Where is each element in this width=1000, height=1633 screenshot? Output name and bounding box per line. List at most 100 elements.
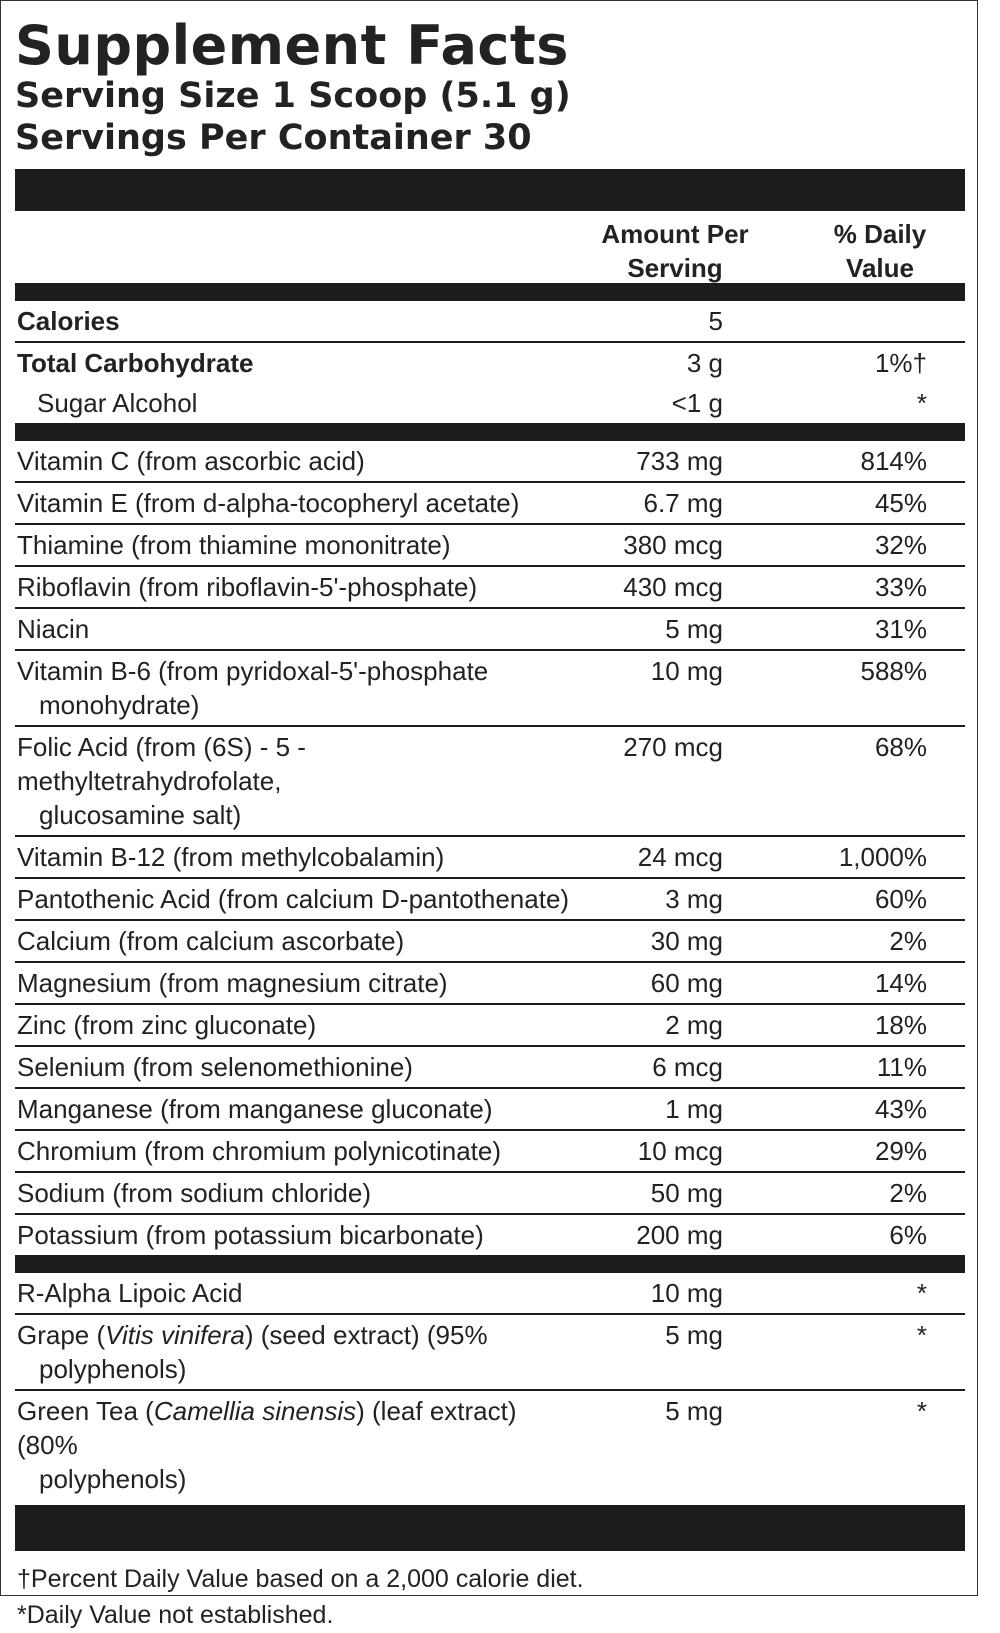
nutrient-daily-value: 43% xyxy=(874,1094,927,1124)
nutrient-amount: 270 mcg xyxy=(623,732,723,762)
nutrient-daily-value: 588% xyxy=(860,656,928,686)
nutrient-amount: 10 mcg xyxy=(637,1136,723,1166)
footnotes: †Percent Daily Value based on a 2,000 ca… xyxy=(15,1561,965,1633)
nutrient-amount: 430 mcg xyxy=(623,572,723,602)
nutrient-name: Thiamine (from thiamine mononitrate) xyxy=(17,530,451,560)
divider-bar xyxy=(15,169,965,211)
nutrient-name: Pantothenic Acid (from calcium D-pantoth… xyxy=(17,884,570,914)
nutrient-row: Riboflavin (from riboflavin-5'-phosphate… xyxy=(15,567,965,609)
nutrient-daily-value: 2% xyxy=(889,926,927,956)
nutrient-name: Calories xyxy=(17,306,120,336)
nutrient-amount: 2 mg xyxy=(665,1010,723,1040)
nutrient-daily-value: 68% xyxy=(874,732,927,762)
ingredient-name: Green Tea (Camellia sinensis) (leaf extr… xyxy=(17,1396,517,1494)
nutrient-daily-value: 45% xyxy=(874,488,927,518)
nutrient-amount: 30 mg xyxy=(650,926,723,956)
divider-bar xyxy=(15,1255,965,1273)
nutrient-row: Sodium (from sodium chloride) 50 mg 2% xyxy=(15,1173,965,1215)
nutrient-row: Calories 5 xyxy=(15,301,965,343)
nutrient-name: Total Carbohydrate xyxy=(17,348,254,378)
nutrient-row: Sugar Alcohol <1 g * xyxy=(15,383,965,423)
nutrient-amount: 3 mg xyxy=(665,884,723,914)
column-header-row: Amount Per Serving % Daily Value xyxy=(15,211,965,283)
nutrient-row: Folic Acid (from (6S) - 5 - methyltetrah… xyxy=(15,727,965,837)
nutrient-amount: 3 g xyxy=(686,348,723,378)
nutrient-daily-value: 31% xyxy=(874,614,927,644)
ingredient-daily-value: * xyxy=(916,1278,927,1308)
nutrient-row: Manganese (from manganese gluconate) 1 m… xyxy=(15,1089,965,1131)
nutrient-name: Sodium (from sodium chloride) xyxy=(17,1178,372,1208)
nutrient-row: Vitamin E (from d-alpha-tocopheryl aceta… xyxy=(15,483,965,525)
nutrient-row: Vitamin B-6 (from pyridoxal-5'-phosphate… xyxy=(15,651,965,727)
nutrient-daily-value: 11% xyxy=(876,1052,927,1082)
nutrient-daily-value: 814% xyxy=(860,446,928,476)
serving-size: Serving Size 1 Scoop (5.1 g) xyxy=(15,76,571,116)
nutrient-daily-value: 33% xyxy=(874,572,927,602)
nutrient-name: Vitamin B-6 (from pyridoxal-5'-phosphate… xyxy=(17,656,489,720)
ingredient-row: Grape (Vitis vinifera) (seed extract) (9… xyxy=(15,1315,965,1391)
ingredient-daily-value: * xyxy=(916,1396,927,1426)
nutrient-name: Zinc (from zinc gluconate) xyxy=(17,1010,317,1040)
ingredient-daily-value: * xyxy=(916,1320,927,1350)
divider-bar xyxy=(15,283,965,301)
nutrient-amount: 733 mg xyxy=(636,446,723,476)
nutrient-name: Selenium (from selenomethionine) xyxy=(17,1052,413,1082)
nutrient-amount: 24 mcg xyxy=(637,842,723,872)
nutrient-name: Potassium (from potassium bicarbonate) xyxy=(17,1220,484,1250)
nutrient-daily-value: 14% xyxy=(874,968,927,998)
nutrient-name: Niacin xyxy=(17,614,90,644)
nutrient-row: Zinc (from zinc gluconate) 2 mg 18% xyxy=(15,1005,965,1047)
nutrient-amount: 60 mg xyxy=(650,968,723,998)
nutrient-amount: 6 mcg xyxy=(652,1052,723,1082)
amount-per-serving-header: Amount Per Serving xyxy=(601,219,749,283)
ingredient-amount: 5 mg xyxy=(665,1396,723,1426)
nutrient-row: Selenium (from selenomethionine) 6 mcg 1… xyxy=(15,1047,965,1089)
nutrient-daily-value: 32% xyxy=(874,530,927,560)
divider-bar xyxy=(15,423,965,441)
nutrient-daily-value: 1%† xyxy=(874,348,927,378)
divider-bar xyxy=(15,1505,965,1551)
nutrient-amount: 6.7 mg xyxy=(643,488,724,518)
ingredient-amount: 5 mg xyxy=(665,1320,723,1350)
nutrient-row: Total Carbohydrate 3 g 1%† xyxy=(15,343,965,383)
supplement-facts-panel: Supplement Facts Serving Size 1 Scoop (5… xyxy=(0,0,978,1629)
ingredient-row: Green Tea (Camellia sinensis) (leaf extr… xyxy=(15,1391,965,1499)
nutrient-daily-value: 6% xyxy=(889,1220,927,1250)
nutrient-name: Magnesium (from magnesium citrate) xyxy=(17,968,448,998)
nutrient-amount: 380 mcg xyxy=(623,530,723,560)
nutrient-row: Chromium (from chromium polynicotinate) … xyxy=(15,1131,965,1173)
nutrient-amount: 5 xyxy=(708,306,723,336)
nutrient-daily-value: 60% xyxy=(874,884,927,914)
nutrient-row: Vitamin B-12 (from methylcobalamin) 24 m… xyxy=(15,837,965,879)
nutrient-daily-value: 18% xyxy=(874,1010,927,1040)
nutrient-daily-value: 2% xyxy=(889,1178,927,1208)
ingredient-name: R-Alpha Lipoic Acid xyxy=(17,1278,243,1308)
ingredient-row: R-Alpha Lipoic Acid 10 mg * xyxy=(15,1273,965,1315)
nutrient-row: Calcium (from calcium ascorbate) 30 mg 2… xyxy=(15,921,965,963)
nutrient-name: Manganese (from manganese gluconate) xyxy=(17,1094,493,1124)
nutrient-row: Thiamine (from thiamine mononitrate) 380… xyxy=(15,525,965,567)
panel-title: Supplement Facts xyxy=(15,14,569,77)
nutrient-amount: 5 mg xyxy=(665,614,723,644)
nutrient-row: Vitamin C (from ascorbic acid) 733 mg 81… xyxy=(15,441,965,483)
nutrient-name: Calcium (from calcium ascorbate) xyxy=(17,926,405,956)
nutrient-daily-value: * xyxy=(916,388,927,418)
nutrient-daily-value: 1,000% xyxy=(838,842,927,872)
nutrient-row: Pantothenic Acid (from calcium D-pantoth… xyxy=(15,879,965,921)
nutrient-name: Sugar Alcohol xyxy=(37,388,198,418)
nutrient-amount: 10 mg xyxy=(650,656,723,686)
nutrient-row: Niacin 5 mg 31% xyxy=(15,609,965,651)
footnote-dagger: †Percent Daily Value based on a 2,000 ca… xyxy=(17,1565,584,1593)
nutrient-row: Potassium (from potassium bicarbonate) 2… xyxy=(15,1215,965,1255)
nutrient-name: Vitamin C (from ascorbic acid) xyxy=(17,446,365,476)
daily-value-header: % Daily Value xyxy=(833,219,927,283)
nutrient-amount: 50 mg xyxy=(650,1178,723,1208)
ingredient-name: Grape (Vitis vinifera) (seed extract) (9… xyxy=(17,1320,488,1384)
servings-per-container: Servings Per Container 30 xyxy=(15,118,532,158)
footnote-asterisk: *Daily Value not established. xyxy=(17,1601,334,1629)
nutrient-row: Magnesium (from magnesium citrate) 60 mg… xyxy=(15,963,965,1005)
nutrient-name: Riboflavin (from riboflavin-5'-phosphate… xyxy=(17,572,478,602)
nutrient-name: Vitamin B-12 (from methylcobalamin) xyxy=(17,842,445,872)
nutrient-name: Folic Acid (from (6S) - 5 - methyltetrah… xyxy=(17,732,306,830)
ingredient-amount: 10 mg xyxy=(650,1278,723,1308)
